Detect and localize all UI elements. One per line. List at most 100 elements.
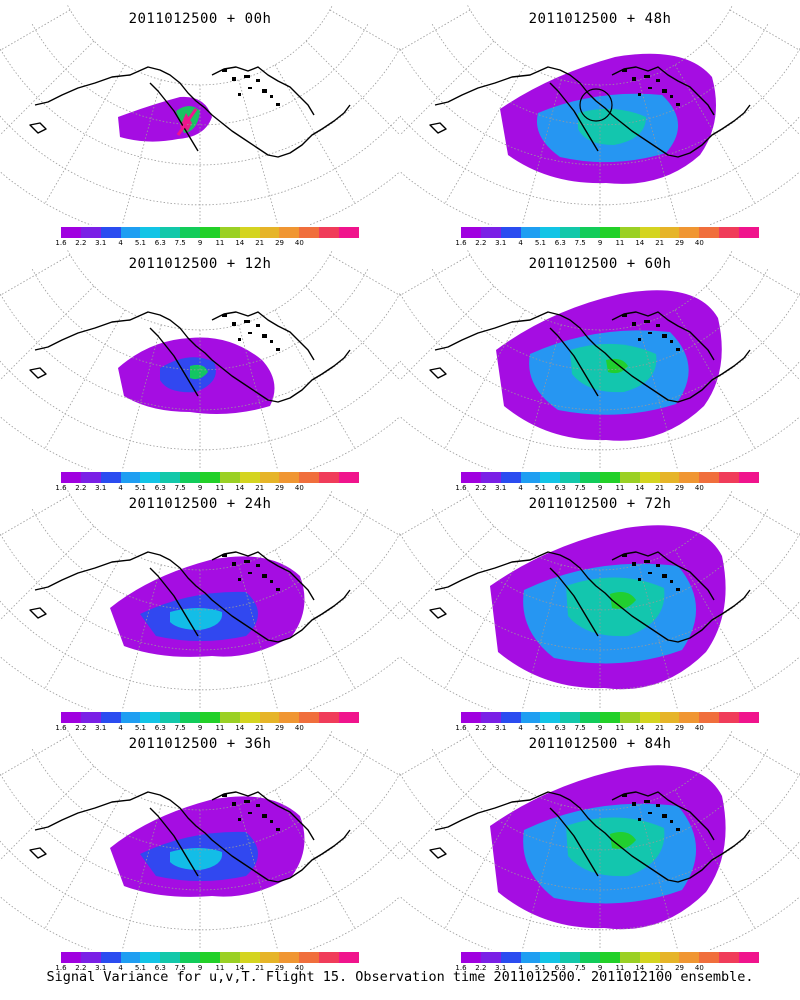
arctic-islands bbox=[622, 69, 680, 106]
colorbar-tick-label: 21 bbox=[255, 484, 265, 492]
longitude-gridline bbox=[521, 324, 562, 470]
coastline bbox=[211, 66, 315, 116]
colorbar-tick-label: 7.5 bbox=[174, 724, 186, 732]
island bbox=[632, 322, 636, 326]
island bbox=[644, 800, 650, 803]
coastline bbox=[434, 551, 751, 643]
colorbar-swatch bbox=[540, 472, 561, 483]
latitude-gridline bbox=[400, 600, 800, 691]
colorbar-swatch bbox=[279, 712, 300, 723]
variance-contour bbox=[610, 832, 636, 849]
colorbar-swatch bbox=[679, 227, 700, 238]
latitude-gridline bbox=[0, 840, 400, 931]
colorbar-swatch bbox=[339, 472, 359, 483]
island bbox=[244, 800, 250, 803]
colorbar-swatch bbox=[180, 227, 201, 238]
observation-circle bbox=[579, 88, 613, 122]
colorbar-tick-label: 11 bbox=[615, 239, 625, 247]
colorbar-tick-label: 40 bbox=[294, 239, 304, 247]
colorbar-swatch bbox=[659, 227, 680, 238]
colorbar-swatch bbox=[520, 712, 541, 723]
panel-title: 2011012500 + 36h bbox=[128, 736, 272, 752]
colorbar-swatch bbox=[500, 472, 521, 483]
colorbar-tick-label: 14 bbox=[235, 239, 245, 247]
colorbar-tick-label: 9 bbox=[597, 484, 603, 492]
colorbar-swatch bbox=[639, 472, 660, 483]
coastline bbox=[149, 807, 199, 877]
colorbar-tick-label: 9 bbox=[197, 724, 203, 732]
longitude-gridline bbox=[521, 564, 562, 710]
colorbar-tick-label: 11 bbox=[215, 964, 225, 972]
colorbar-tick-label: 29 bbox=[275, 484, 284, 492]
latitude-gridline bbox=[400, 532, 800, 651]
island bbox=[676, 828, 680, 831]
colorbar-swatch bbox=[219, 472, 240, 483]
colorbar-swatch bbox=[639, 952, 660, 963]
island bbox=[648, 87, 652, 89]
colorbar-tick-label: 2.2 bbox=[475, 484, 487, 492]
island bbox=[244, 320, 250, 323]
colorbar-swatch bbox=[239, 472, 260, 483]
latitude-gridline bbox=[400, 360, 800, 451]
colorbar-tick-label: 2.2 bbox=[75, 239, 87, 247]
colorbar-tick-label: 6.3 bbox=[154, 724, 166, 732]
longitude-gridline bbox=[44, 549, 126, 689]
colorbar-swatch bbox=[339, 227, 359, 238]
colorbar-tick-label: 14 bbox=[635, 484, 645, 492]
colorbar-swatch bbox=[619, 712, 640, 723]
forecast-panel: 2011012500 + 00h 1.6 2.2 3.1 4 5.1 6.3 7.5 9 11 14… bbox=[0, 5, 400, 250]
colorbar-tick-label: 21 bbox=[655, 964, 665, 972]
colorbar-swatch bbox=[140, 227, 161, 238]
island bbox=[238, 93, 241, 96]
forecast-map bbox=[0, 490, 400, 710]
colorbar-tick-label: 6.3 bbox=[554, 239, 566, 247]
island bbox=[238, 818, 241, 821]
colorbar bbox=[461, 227, 759, 238]
colorbar-swatch bbox=[679, 952, 700, 963]
colorbar-swatch bbox=[200, 472, 220, 483]
colorbar-tick-label: 3.1 bbox=[495, 724, 507, 732]
island bbox=[648, 332, 652, 334]
panel-title: 2011012500 + 24h bbox=[128, 496, 272, 512]
variance-contour bbox=[190, 364, 208, 380]
colorbar-swatch bbox=[259, 227, 280, 238]
longitude-gridline bbox=[44, 309, 126, 449]
colorbar-swatch bbox=[619, 227, 640, 238]
island bbox=[662, 814, 667, 818]
colorbar-swatch bbox=[500, 227, 521, 238]
colorbar-tick-label: 14 bbox=[235, 964, 245, 972]
colorbar-tick-label: 40 bbox=[294, 484, 304, 492]
colorbar-swatch bbox=[180, 952, 201, 963]
colorbar-tick-label: 5.1 bbox=[134, 964, 147, 972]
colorbar-tick-label: 3.1 bbox=[495, 484, 507, 492]
latitude-gridline bbox=[67, 490, 333, 571]
colorbar bbox=[61, 712, 359, 723]
colorbar-swatch bbox=[319, 712, 340, 723]
colorbar-swatch bbox=[520, 472, 541, 483]
colorbar-tick-label: 40 bbox=[294, 964, 304, 972]
coastline bbox=[611, 66, 715, 116]
longitude-gridline bbox=[444, 549, 526, 689]
island bbox=[232, 562, 236, 566]
colorbar-swatch bbox=[461, 952, 481, 963]
latitude-gridline bbox=[0, 47, 400, 166]
island bbox=[222, 69, 227, 72]
longitude-gridline bbox=[121, 324, 162, 470]
colorbar-tick-label: 21 bbox=[255, 964, 265, 972]
longitude-gridline bbox=[638, 79, 679, 225]
forecast-map bbox=[0, 730, 400, 950]
colorbar bbox=[61, 227, 359, 238]
island bbox=[270, 95, 273, 98]
colorbar-tick-label: 4 bbox=[518, 964, 523, 972]
colorbar-swatch bbox=[719, 472, 740, 483]
coastline bbox=[34, 551, 351, 643]
colorbar-tick-label: 21 bbox=[655, 724, 665, 732]
colorbar-tick-label: 5.1 bbox=[534, 484, 547, 492]
colorbar-tick-label: 40 bbox=[694, 724, 704, 732]
colorbar-swatch bbox=[160, 227, 181, 238]
colorbar-swatch bbox=[600, 712, 620, 723]
arctic-islands bbox=[622, 554, 680, 591]
forecast-panel: 2011012500 + 84h 1.6 2.2 3.1 4 5.1 6.3 7.5 9 11 14… bbox=[400, 730, 800, 975]
colorbar-tick-label: 21 bbox=[655, 239, 665, 247]
forecast-map bbox=[400, 5, 800, 225]
